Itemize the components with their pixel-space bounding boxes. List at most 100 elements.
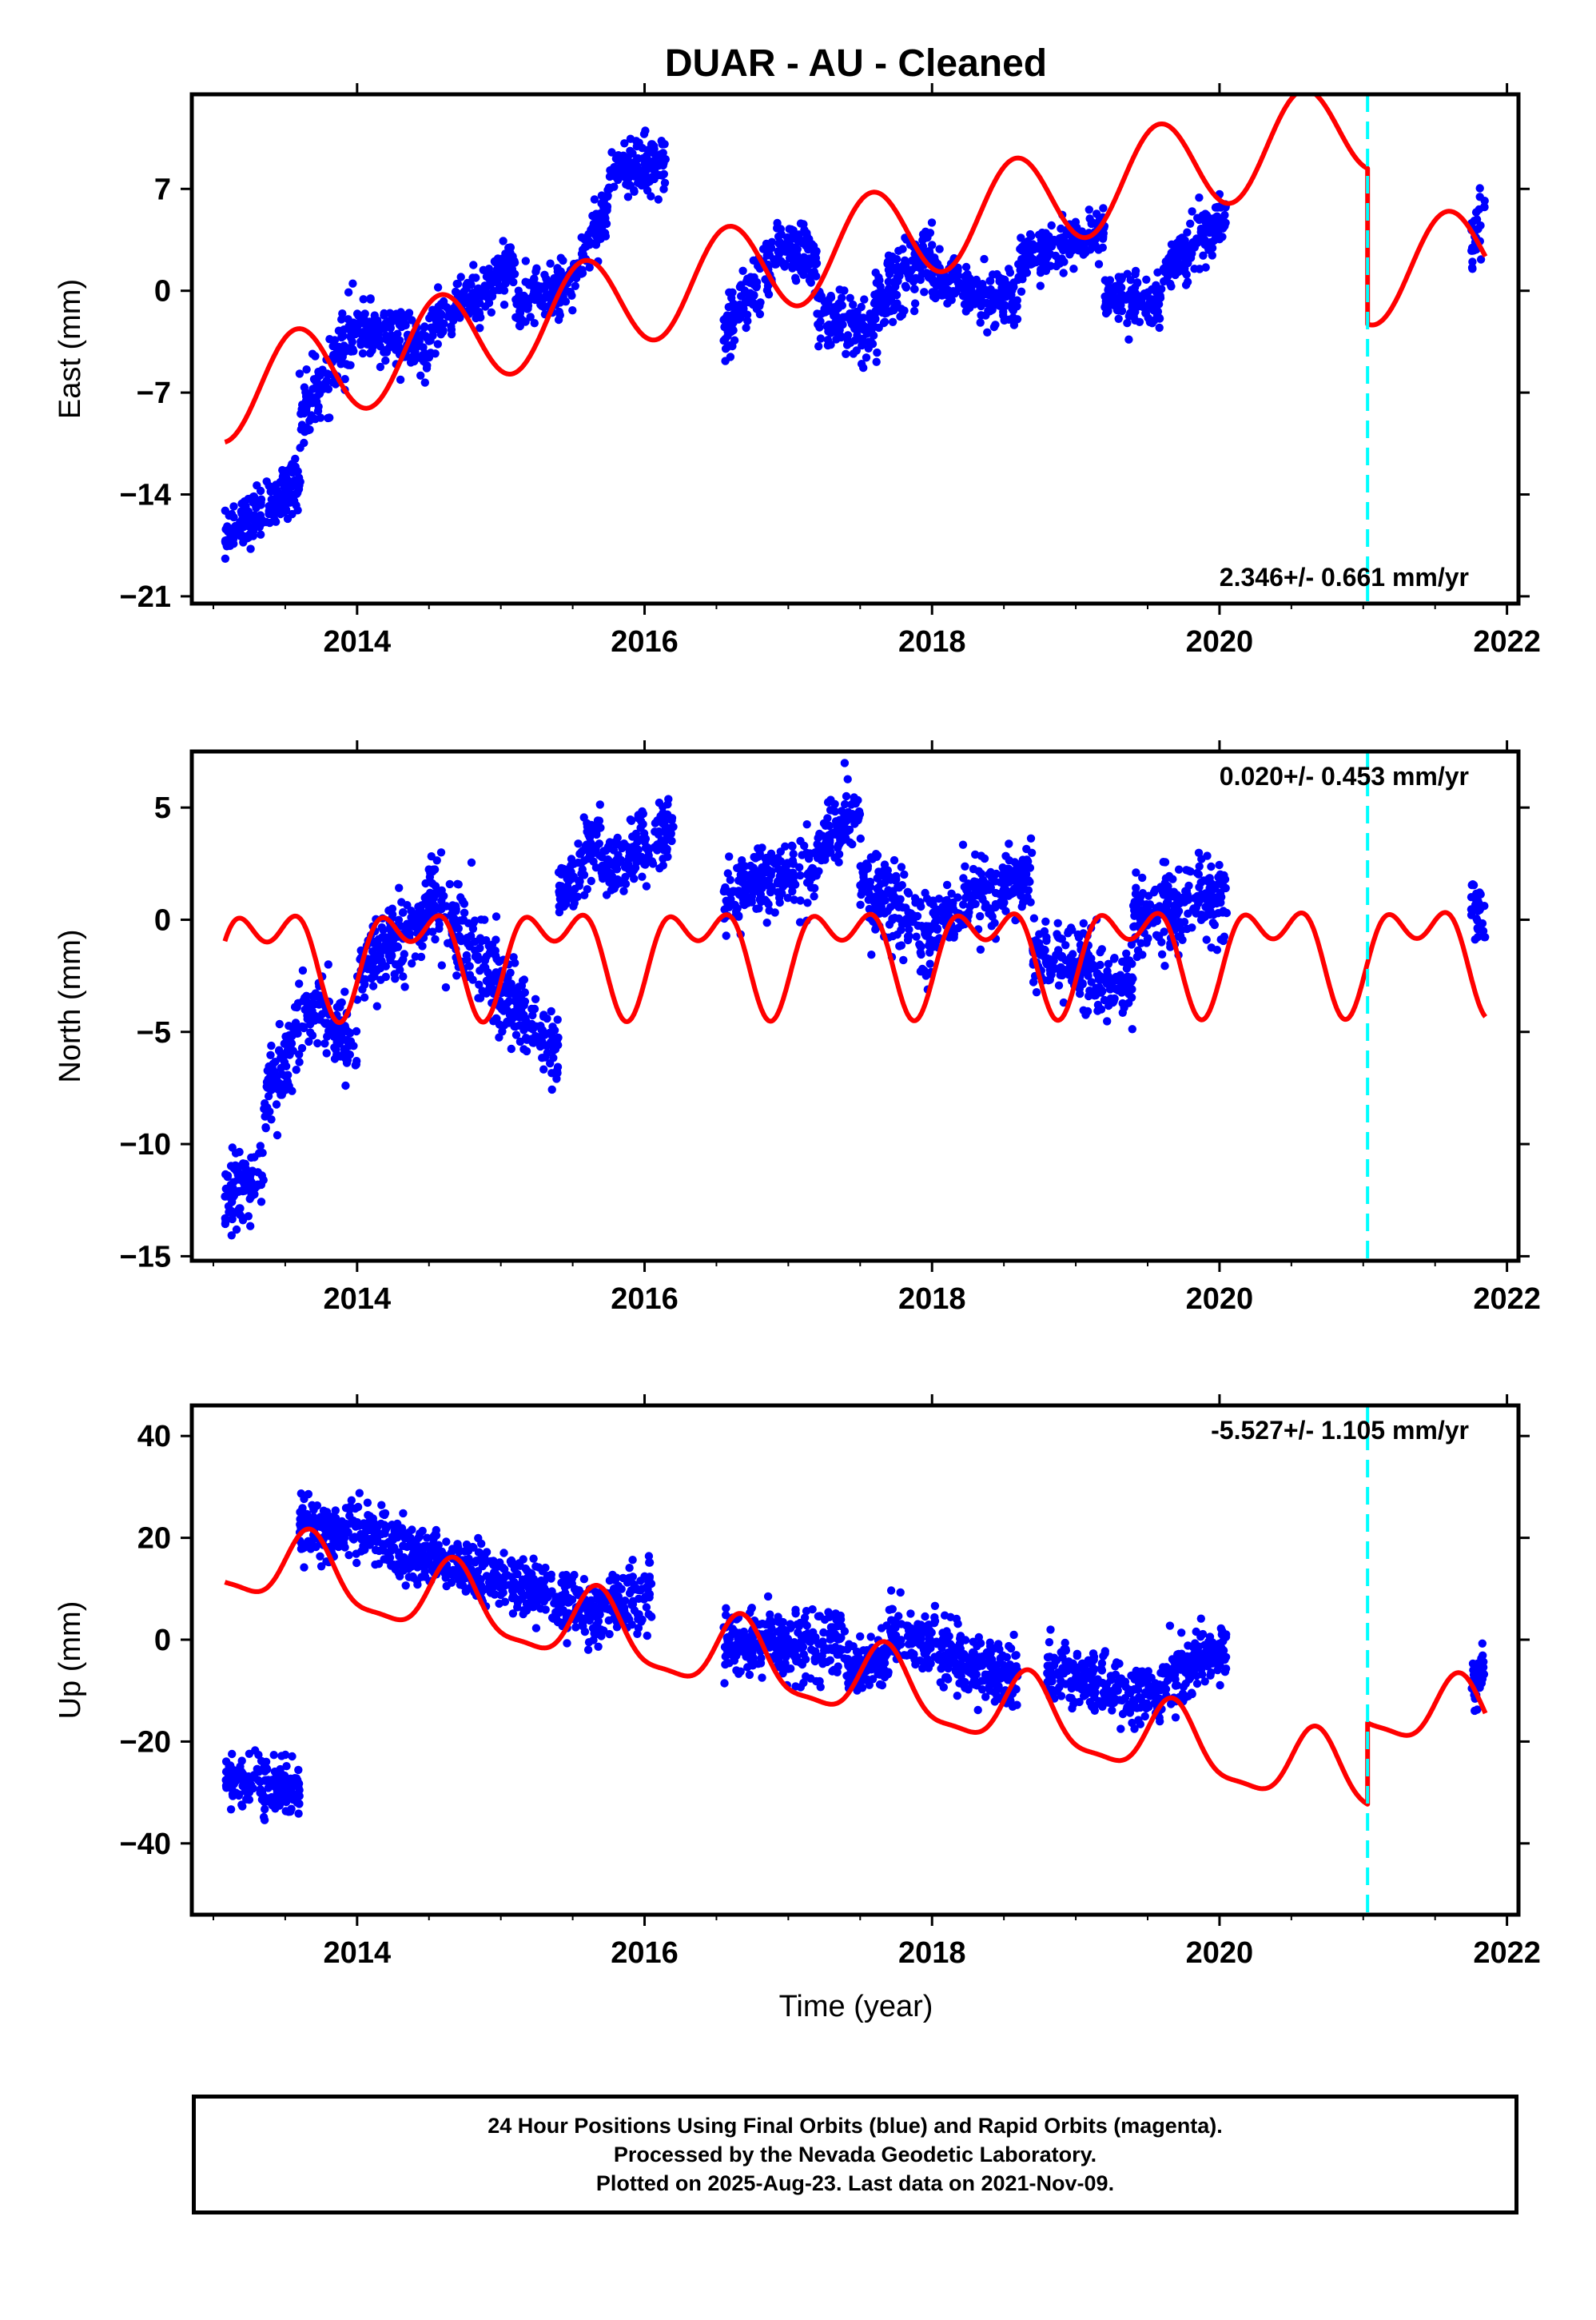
data-point: [437, 961, 446, 970]
data-point: [587, 841, 597, 850]
data-point: [264, 1784, 273, 1792]
data-point: [785, 225, 794, 233]
data-point: [403, 312, 412, 321]
data-point: [767, 867, 776, 876]
data-point: [776, 857, 786, 866]
data-point: [585, 833, 595, 842]
data-point: [814, 834, 822, 843]
data-point: [344, 1038, 352, 1047]
data-point: [1064, 927, 1073, 936]
data-point: [1125, 956, 1134, 965]
data-point: [899, 955, 908, 965]
data-point: [380, 944, 388, 954]
y-tick-label: 0: [154, 275, 171, 309]
data-point: [400, 950, 408, 959]
data-point: [507, 979, 515, 988]
data-point: [307, 411, 316, 420]
data-point: [1471, 208, 1481, 217]
data-point: [1104, 285, 1112, 294]
data-point: [626, 815, 635, 824]
data-point: [933, 925, 942, 935]
data-point: [463, 933, 472, 943]
data-point: [1201, 889, 1210, 898]
data-point: [375, 1546, 384, 1556]
data-point: [830, 309, 839, 318]
data-point: [275, 1046, 284, 1054]
data-point: [1087, 978, 1096, 987]
data-point: [297, 1514, 306, 1524]
data-point: [740, 900, 749, 910]
data-point: [555, 907, 564, 917]
data-point: [379, 1509, 388, 1519]
data-point: [375, 337, 384, 345]
data-point: [961, 862, 969, 871]
data-point: [333, 348, 342, 357]
data-point: [1184, 909, 1192, 919]
data-point: [770, 260, 779, 269]
data-point: [295, 979, 304, 988]
data-point: [1005, 265, 1013, 273]
data-point: [420, 322, 429, 331]
data-point: [557, 882, 566, 891]
data-point: [1158, 887, 1168, 896]
data-point: [758, 245, 768, 253]
data-point: [1186, 219, 1195, 228]
data-point: [281, 1050, 291, 1058]
data-point: [788, 246, 797, 255]
data-point: [1138, 951, 1147, 959]
model-curve-east: [223, 94, 1488, 444]
data-point: [822, 847, 830, 856]
data-point: [263, 1083, 272, 1092]
data-point: [480, 956, 490, 965]
data-point: [1135, 317, 1144, 326]
data-point: [257, 530, 265, 539]
data-point: [271, 1776, 281, 1785]
data-point: [554, 1033, 563, 1042]
data-point: [871, 314, 880, 324]
data-point: [991, 899, 1001, 909]
data-point: [257, 1787, 266, 1796]
data-point: [601, 232, 610, 241]
data-point: [1194, 899, 1203, 908]
x-tick-label: 2022: [1473, 625, 1541, 659]
data-point: [721, 345, 730, 353]
data-point: [340, 375, 349, 384]
data-point: [539, 1065, 548, 1074]
data-point: [1024, 886, 1033, 895]
data-point: [1160, 962, 1169, 971]
data-point: [484, 968, 492, 977]
data-point: [1016, 260, 1025, 269]
data-point: [629, 832, 638, 841]
data-point: [416, 912, 426, 922]
data-point: [479, 265, 488, 274]
data-point: [814, 847, 822, 856]
data-point: [312, 1501, 322, 1510]
data-point: [519, 1045, 528, 1054]
data-point: [1005, 839, 1013, 848]
data-point: [742, 289, 752, 298]
data-point: [1174, 865, 1184, 874]
data-point: [890, 891, 898, 900]
data-point: [282, 1762, 291, 1771]
data-point: [1036, 951, 1045, 959]
data-point: [796, 219, 806, 228]
data-point: [266, 1050, 275, 1060]
data-point: [253, 481, 261, 490]
data-point: [325, 1532, 335, 1541]
data-point: [274, 1790, 283, 1799]
data-point: [368, 1514, 377, 1523]
data-point: [408, 917, 416, 927]
data-point: [289, 1790, 299, 1799]
data-point: [239, 1782, 248, 1791]
data-point: [285, 1022, 293, 1030]
data-point: [762, 919, 771, 927]
data-point: [880, 879, 890, 887]
data-point: [1204, 878, 1213, 887]
data-point: [1214, 873, 1223, 882]
data-point: [531, 995, 540, 1004]
data-point: [920, 288, 929, 297]
data-point: [281, 495, 289, 504]
data-point: [1138, 889, 1148, 898]
